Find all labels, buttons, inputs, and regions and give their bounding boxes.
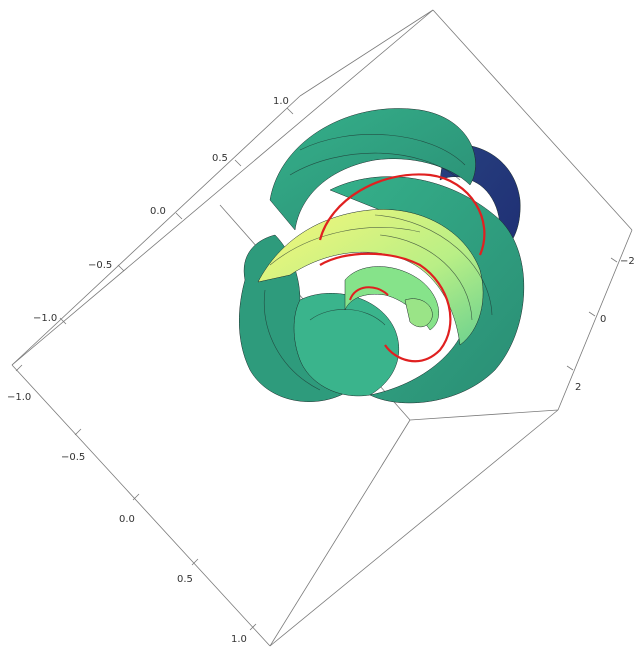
y-axis-ticks: −1.0 −0.5 0.0 0.5 1.0 [7,364,257,645]
tick-mark [286,107,294,115]
spiral-curve [318,173,486,363]
tick-mark [59,317,67,325]
z-tick-label: 2 [575,382,581,393]
mesh-line [299,134,466,166]
mesh-line [289,152,461,181]
box-edge [432,9,633,231]
x-tick-label: −0.5 [88,260,112,271]
box-edge [11,9,434,366]
box-edge [409,409,559,421]
bounding-box [11,9,633,647]
y-tick-label: 0.5 [177,574,193,585]
tick-mark [74,428,82,436]
y-tick-label: −1.0 [7,392,31,403]
spiral-surface [239,108,524,404]
x-tick-label: 0.5 [212,153,228,164]
mesh-line [309,309,386,326]
box-edge [269,409,559,647]
box-edge [11,95,301,366]
z-tick-label: 0 [600,314,606,325]
tick-mark [234,159,242,167]
tick-mark [175,212,183,220]
surface-patch-teal-outer [269,108,476,231]
x-tick-label: −1.0 [33,313,57,324]
tick-mark [191,558,199,566]
box-edge [269,419,411,647]
curve-segment [318,173,486,256]
surface-patch-inner [344,266,439,331]
tick-mark [249,623,257,631]
x-axis-ticks: 1.0 0.5 0.0 −0.5 −1.0 [33,96,294,325]
mesh-line [269,227,421,266]
curve-segment [319,252,452,363]
tick-mark [132,493,140,501]
z-axis-ticks: −2 0 2 [566,256,635,393]
tick-mark [117,264,125,272]
box-edge [11,364,271,647]
tick-mark [610,257,618,263]
x-tick-label: 0.0 [150,206,166,217]
x-tick-label: 1.0 [273,96,289,107]
box-edge [299,9,434,97]
z-tick-label: −2 [620,256,635,267]
mesh-line [374,214,493,316]
tick-mark [15,364,23,372]
curve-segment [349,286,389,301]
tick-mark [588,311,596,317]
surface-patch-teal-lower [293,293,399,397]
y-tick-label: 0.0 [119,514,135,525]
mesh-line [263,289,321,391]
y-tick-label: −0.5 [61,452,85,463]
y-tick-label: 1.0 [231,634,247,645]
tick-mark [566,365,574,371]
surface-patch-core [404,298,433,328]
mesh-line [379,234,473,321]
box-edge [557,229,633,411]
